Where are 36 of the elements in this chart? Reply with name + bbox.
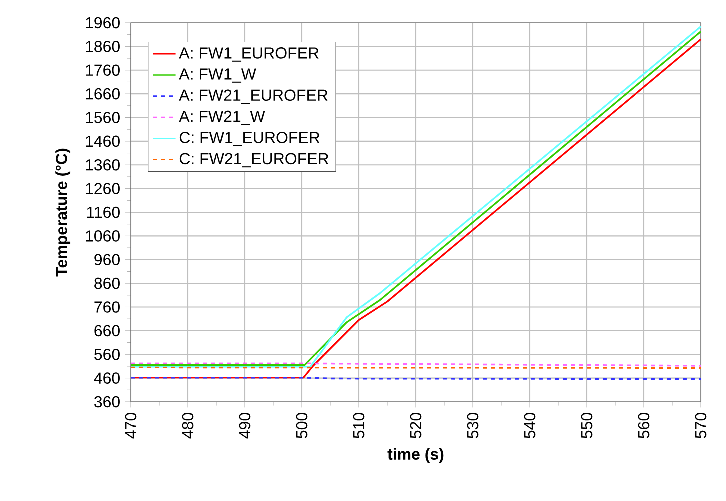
x-tick-label: 540	[524, 413, 536, 438]
y-tick-label: 360	[94, 396, 120, 408]
y-tick-label: 460	[94, 372, 120, 384]
legend-label: A: FW1_EUROFER	[179, 48, 319, 62]
y-tick-label: 1960	[86, 17, 120, 29]
y-tick-label: 1360	[86, 159, 120, 171]
legend-label: A: FW21_EUROFER	[179, 90, 328, 104]
y-tick-label: 1760	[86, 64, 120, 76]
y-tick-label: 760	[94, 302, 120, 313]
x-tick-label: 470	[125, 413, 137, 439]
legend-label: A: FW21_W	[179, 110, 266, 126]
y-axis-title: Temperature (°C)	[56, 148, 71, 277]
legend-label: A: FW1_W	[179, 68, 256, 83]
y-tick-label: 1560	[86, 112, 120, 124]
y-tick-label: 960	[94, 254, 120, 266]
y-tick-label: 1860	[86, 41, 120, 52]
x-tick-label: 520	[410, 413, 422, 438]
x-tick-label: 510	[353, 413, 365, 438]
y-tick-label: 1260	[86, 183, 120, 194]
y-tick-label: 1460	[86, 136, 120, 148]
x-tick-label: 550	[581, 413, 593, 438]
x-tick-label: 480	[182, 413, 194, 439]
x-tick-label: 570	[695, 413, 707, 438]
legend-label: C: FW1_EUROFER	[180, 132, 320, 146]
x-tick-label: 560	[638, 413, 650, 438]
y-tick-label: 660	[94, 325, 120, 337]
x-axis-title: time (s)	[388, 448, 444, 464]
x-tick-label: 490	[239, 413, 251, 439]
y-tick-label: 1660	[86, 88, 120, 100]
y-tick-label: 560	[94, 348, 120, 360]
legend-label: C: FW21_EUROFER	[180, 153, 329, 168]
x-tick-label: 500	[296, 413, 308, 438]
y-tick-label: 1160	[87, 206, 120, 218]
y-tick-label: 1060	[86, 230, 120, 242]
x-tick-label: 530	[467, 413, 479, 438]
y-tick-label: 860	[94, 278, 120, 290]
